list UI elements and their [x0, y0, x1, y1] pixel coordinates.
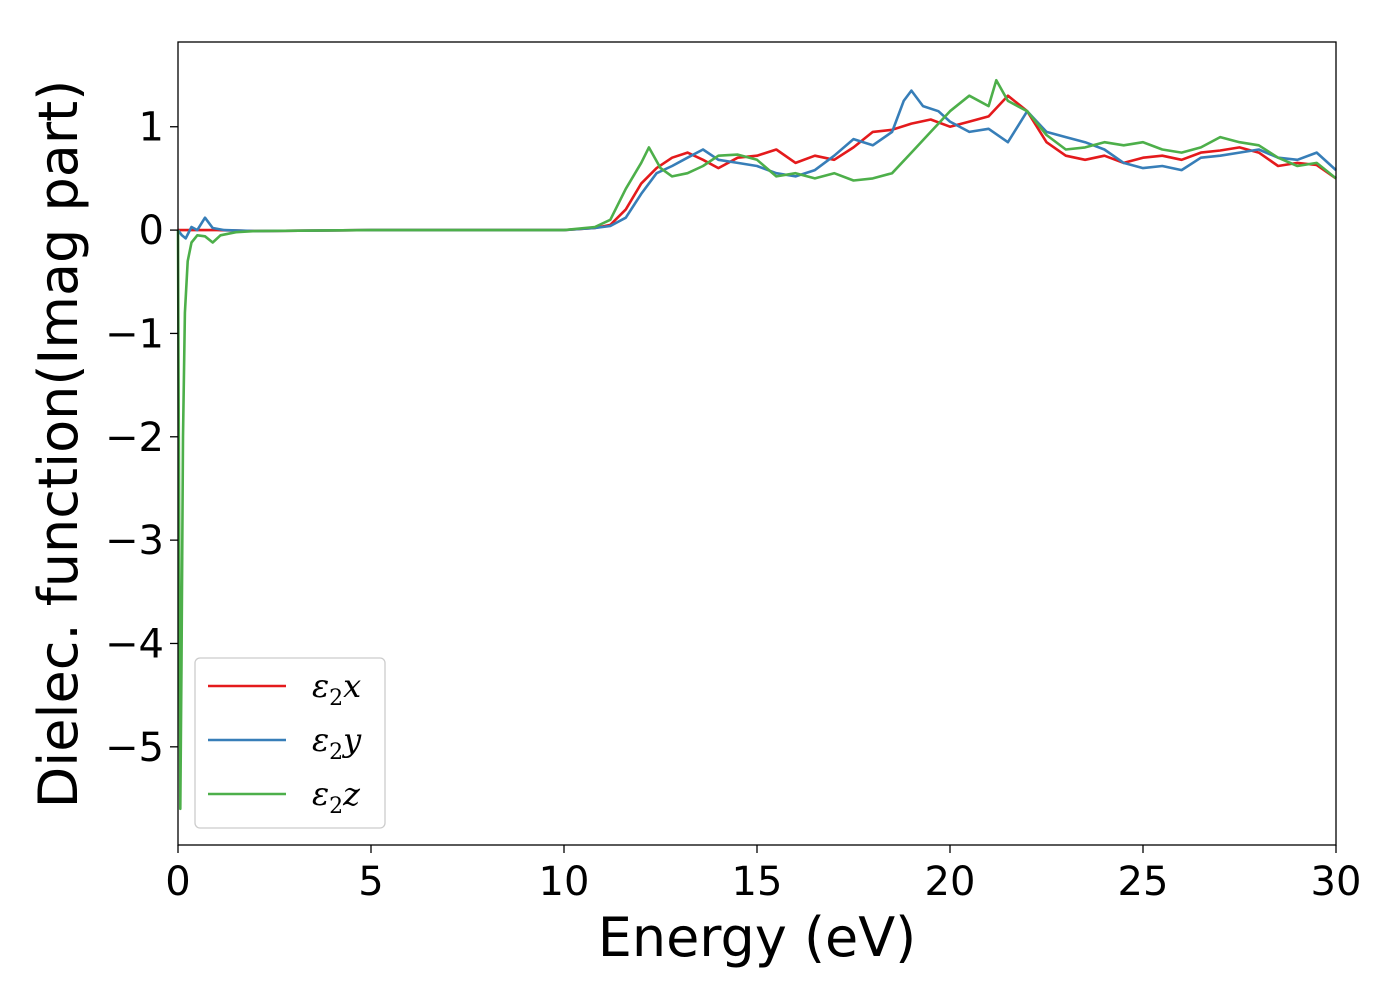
series-layer: [176, 78, 1337, 811]
y-tick-label: −5: [105, 725, 164, 771]
x-tick-label: 30: [1311, 859, 1362, 905]
x-tick-label: 5: [358, 859, 383, 905]
x-axis: 0 5 10 15 20 25 30: [165, 845, 1361, 905]
legend: ε2x ε2y ε2z: [194, 657, 386, 829]
y-tick-label: 1: [139, 105, 164, 151]
legend-box: [194, 657, 386, 829]
legend-label-2: ε2z: [312, 775, 361, 819]
y-axis: −5 −4 −3 −2 −1 0 1: [105, 105, 178, 771]
legend-label-0: ε2x: [312, 667, 361, 711]
y-tick-label: −4: [105, 621, 164, 667]
legend-label-1: ε2y: [312, 721, 362, 765]
x-tick-label: 0: [165, 859, 190, 905]
y-axis-label: Dielec. function(Imag part): [27, 80, 90, 809]
y-tick-label: −1: [105, 311, 164, 357]
y-tick-label: 0: [139, 208, 164, 254]
y-tick-label: −2: [105, 415, 164, 461]
x-tick-label: 15: [732, 859, 783, 905]
x-tick-label: 20: [925, 859, 976, 905]
x-tick-label: 10: [539, 859, 590, 905]
x-axis-label: Energy (eV): [598, 906, 917, 969]
y-tick-label: −3: [105, 518, 164, 564]
series-line-2: [176, 78, 1337, 811]
x-tick-label: 25: [1118, 859, 1169, 905]
